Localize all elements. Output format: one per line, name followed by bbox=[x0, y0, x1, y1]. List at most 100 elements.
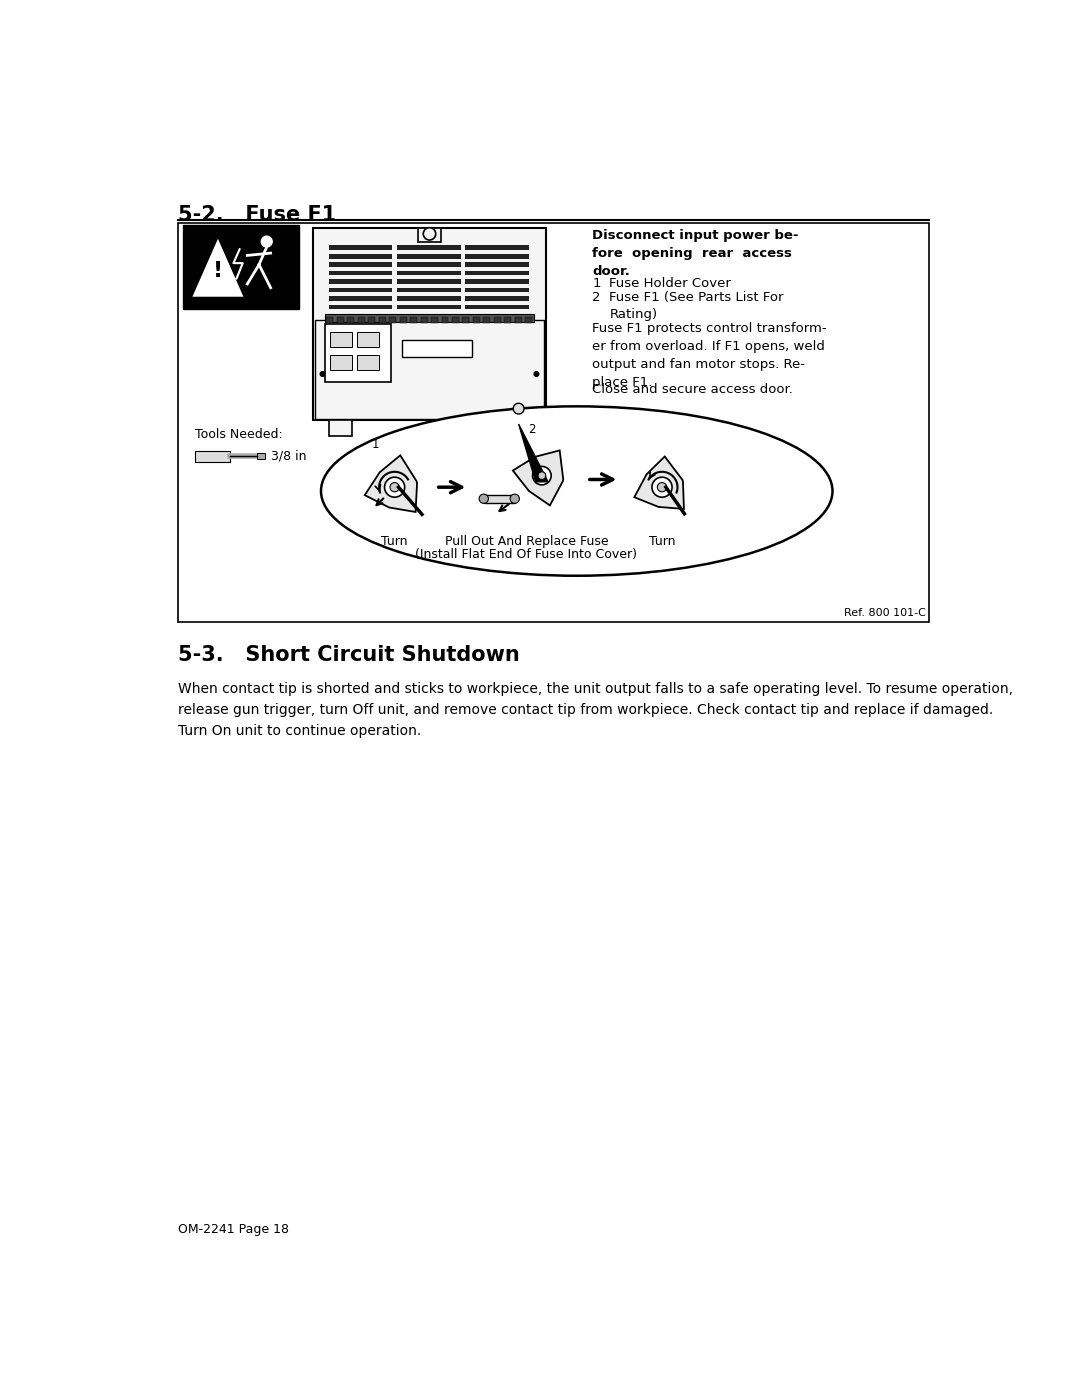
Text: Fuse Holder Cover: Fuse Holder Cover bbox=[609, 277, 731, 291]
Bar bbox=[465, 246, 529, 250]
Bar bbox=[465, 296, 529, 300]
Text: When contact tip is shorted and sticks to workpiece, the unit output falls to a : When contact tip is shorted and sticks t… bbox=[177, 682, 1013, 738]
Circle shape bbox=[513, 404, 524, 414]
Bar bbox=[418, 228, 441, 242]
Polygon shape bbox=[634, 457, 684, 509]
Bar bbox=[389, 317, 396, 323]
Polygon shape bbox=[365, 455, 417, 511]
Bar bbox=[442, 317, 448, 323]
Bar bbox=[397, 254, 460, 258]
Bar bbox=[326, 317, 334, 323]
Bar bbox=[465, 263, 529, 267]
Bar bbox=[337, 317, 343, 323]
Bar bbox=[348, 317, 354, 323]
Bar bbox=[420, 317, 428, 323]
Circle shape bbox=[532, 467, 551, 485]
Text: Close and secure access door.: Close and secure access door. bbox=[592, 383, 793, 397]
Circle shape bbox=[510, 495, 519, 503]
Text: Turn: Turn bbox=[649, 535, 675, 548]
Text: !: ! bbox=[213, 261, 222, 281]
Text: Turn: Turn bbox=[381, 535, 408, 548]
Bar bbox=[328, 420, 352, 436]
Circle shape bbox=[480, 495, 488, 503]
Circle shape bbox=[321, 372, 325, 376]
Text: Fuse F1 protects control transform-
er from overload. If F1 opens, weld
output a: Fuse F1 protects control transform- er f… bbox=[592, 321, 827, 388]
Text: 1: 1 bbox=[372, 439, 379, 451]
Bar bbox=[357, 317, 365, 323]
Bar bbox=[462, 317, 470, 323]
Bar bbox=[357, 355, 379, 370]
Bar bbox=[515, 317, 522, 323]
Bar bbox=[431, 317, 438, 323]
Bar bbox=[494, 317, 501, 323]
Bar bbox=[313, 228, 545, 420]
Bar bbox=[195, 451, 230, 462]
Circle shape bbox=[261, 236, 272, 247]
Bar bbox=[397, 279, 460, 284]
Bar bbox=[465, 271, 529, 275]
Bar bbox=[328, 263, 392, 267]
Bar bbox=[403, 339, 472, 358]
Bar bbox=[397, 263, 460, 267]
Circle shape bbox=[384, 478, 405, 497]
Bar bbox=[328, 271, 392, 275]
Text: Fuse F1 (See Parts List For
Rating): Fuse F1 (See Parts List For Rating) bbox=[609, 291, 784, 321]
Circle shape bbox=[538, 472, 545, 479]
Bar bbox=[177, 224, 930, 622]
Circle shape bbox=[390, 482, 400, 492]
Bar bbox=[328, 279, 392, 284]
Bar bbox=[397, 288, 460, 292]
Bar bbox=[330, 355, 352, 370]
Bar bbox=[357, 331, 379, 346]
Bar bbox=[484, 317, 490, 323]
Circle shape bbox=[535, 372, 539, 376]
Bar bbox=[397, 305, 460, 309]
Text: (Install Flat End Of Fuse Into Cover): (Install Flat End Of Fuse Into Cover) bbox=[416, 548, 637, 562]
Bar bbox=[397, 246, 460, 250]
Circle shape bbox=[652, 478, 672, 497]
Text: Disconnect input power be-
fore  opening  rear  access
door.: Disconnect input power be- fore opening … bbox=[592, 229, 799, 278]
Polygon shape bbox=[191, 236, 245, 298]
Bar bbox=[330, 331, 352, 346]
Text: 3/8 in: 3/8 in bbox=[271, 448, 306, 462]
Bar bbox=[314, 320, 544, 419]
Bar bbox=[525, 317, 532, 323]
Ellipse shape bbox=[321, 407, 833, 576]
Text: OM-2241 Page 18: OM-2241 Page 18 bbox=[177, 1222, 288, 1235]
Bar bbox=[325, 324, 391, 381]
Bar bbox=[465, 288, 529, 292]
Text: 2: 2 bbox=[528, 423, 536, 436]
Bar bbox=[484, 495, 515, 503]
Polygon shape bbox=[518, 425, 548, 482]
Bar bbox=[328, 288, 392, 292]
Bar bbox=[328, 254, 392, 258]
Bar bbox=[183, 225, 299, 309]
Bar bbox=[328, 296, 392, 300]
Bar bbox=[507, 420, 530, 436]
Text: 5-3.   Short Circuit Shutdown: 5-3. Short Circuit Shutdown bbox=[177, 645, 519, 665]
Bar bbox=[328, 305, 392, 309]
Polygon shape bbox=[513, 450, 564, 506]
Bar bbox=[504, 317, 511, 323]
Bar bbox=[397, 296, 460, 300]
Bar bbox=[465, 279, 529, 284]
Text: 5-2.   Fuse F1: 5-2. Fuse F1 bbox=[177, 204, 336, 225]
Bar bbox=[465, 305, 529, 309]
Bar bbox=[451, 317, 459, 323]
Text: Tools Needed:: Tools Needed: bbox=[195, 427, 283, 441]
Circle shape bbox=[658, 482, 666, 492]
Text: Ref. 800 101-C: Ref. 800 101-C bbox=[843, 608, 926, 617]
Bar bbox=[257, 453, 266, 460]
Text: Pull Out And Replace Fuse: Pull Out And Replace Fuse bbox=[445, 535, 608, 548]
Bar bbox=[473, 317, 480, 323]
Circle shape bbox=[423, 228, 435, 240]
Bar bbox=[400, 317, 407, 323]
Bar bbox=[410, 317, 417, 323]
Bar bbox=[328, 246, 392, 250]
Bar bbox=[379, 317, 386, 323]
Bar bbox=[368, 317, 375, 323]
Bar bbox=[397, 271, 460, 275]
Text: 1: 1 bbox=[592, 277, 600, 291]
Bar bbox=[325, 314, 535, 321]
Text: 2: 2 bbox=[592, 291, 600, 303]
